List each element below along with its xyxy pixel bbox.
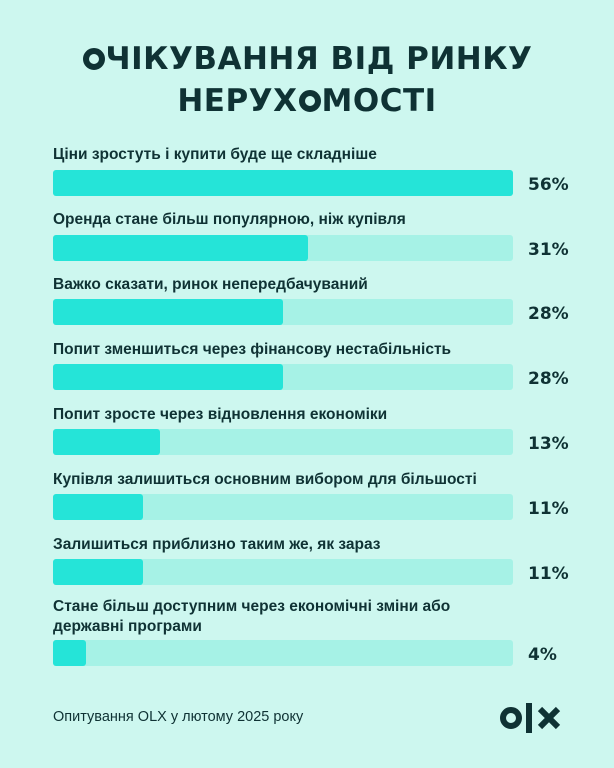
bar-track [53, 364, 513, 390]
bar [53, 559, 143, 585]
bar-label: Купівля залишиться основним вибором для … [53, 471, 477, 488]
bar-track [53, 494, 513, 520]
bar-track [53, 640, 513, 666]
bar [53, 494, 143, 520]
bar-value-label: 13% [528, 434, 569, 454]
bar [53, 364, 283, 390]
bar-label: Ціни зростуть і купити буде ще складніше [53, 146, 377, 163]
page-title: ЧІКУВАННЯ ВІД РИНКУ НЕРУХ МОСТІ [0, 38, 614, 122]
bar-track [53, 235, 513, 261]
bar-value-label: 4% [528, 645, 557, 665]
bar [53, 429, 160, 455]
bar-label: Попит зменшиться через фінансову нестабі… [53, 341, 452, 358]
bar-track [53, 299, 513, 325]
title-line-2-start: НЕРУХ [177, 83, 298, 119]
bar-label: Залишиться приблизно таким же, як зараз [53, 536, 381, 553]
bar-label: Стане більш доступним через економічні з… [53, 598, 451, 635]
bar-track [53, 559, 513, 585]
title-line-2-end: МОСТІ [321, 83, 437, 119]
bar-track [53, 170, 513, 196]
title-line-1-text: ЧІКУВАННЯ ВІД РИНКУ [105, 41, 533, 77]
bar [53, 170, 513, 196]
olx-logo-icon [500, 703, 561, 733]
bar-value-label: 28% [528, 304, 569, 324]
title-o-glyph [82, 48, 105, 70]
bar-label: Оренда стане більш популярною, ніж купів… [53, 211, 406, 228]
bar [53, 640, 86, 666]
bar-value-label: 11% [528, 499, 569, 519]
bar-value-label: 28% [528, 369, 569, 389]
bar-value-label: 56% [528, 175, 569, 195]
bar-label: Важко сказати, ринок непередбачуваний [53, 276, 368, 293]
bar [53, 299, 283, 325]
bar-track [53, 429, 513, 455]
title-line-2: НЕРУХ МОСТІ [0, 80, 614, 122]
bar-value-label: 31% [528, 240, 569, 260]
title-o-glyph-2 [298, 90, 321, 112]
survey-source: Опитування OLX у лютому 2025 року [53, 709, 304, 725]
bar-label: Попит зросте через відновлення економіки [53, 406, 388, 423]
title-line-1: ЧІКУВАННЯ ВІД РИНКУ [0, 38, 614, 80]
bar [53, 235, 308, 261]
bar-value-label: 11% [528, 564, 569, 584]
